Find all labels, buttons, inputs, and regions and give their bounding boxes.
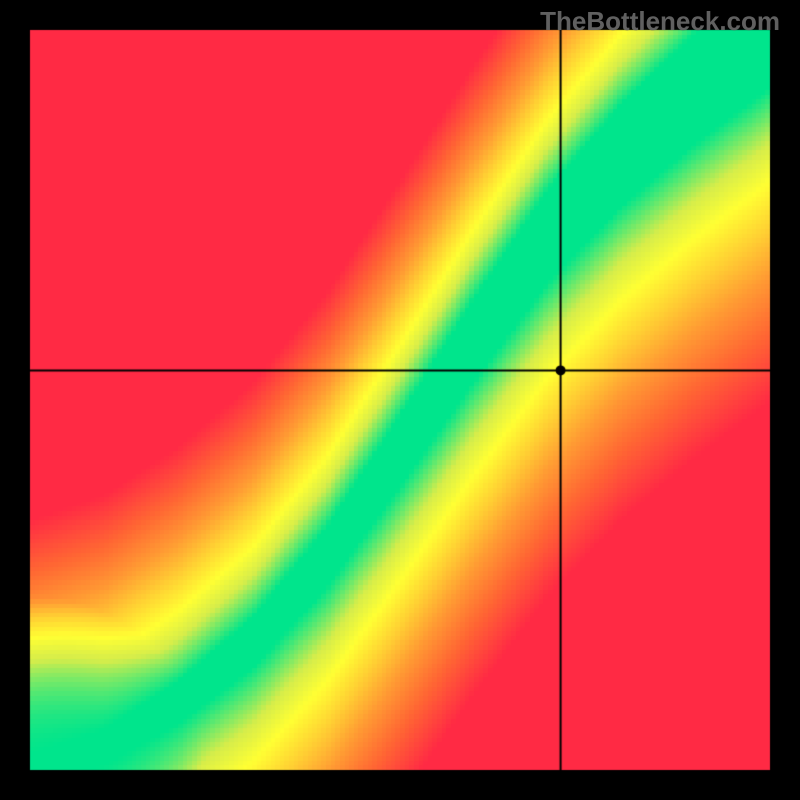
bottleneck-heatmap [0, 0, 800, 800]
watermark-text: TheBottleneck.com [540, 6, 780, 37]
chart-container: { "watermark": { "text": "TheBottleneck.… [0, 0, 800, 800]
